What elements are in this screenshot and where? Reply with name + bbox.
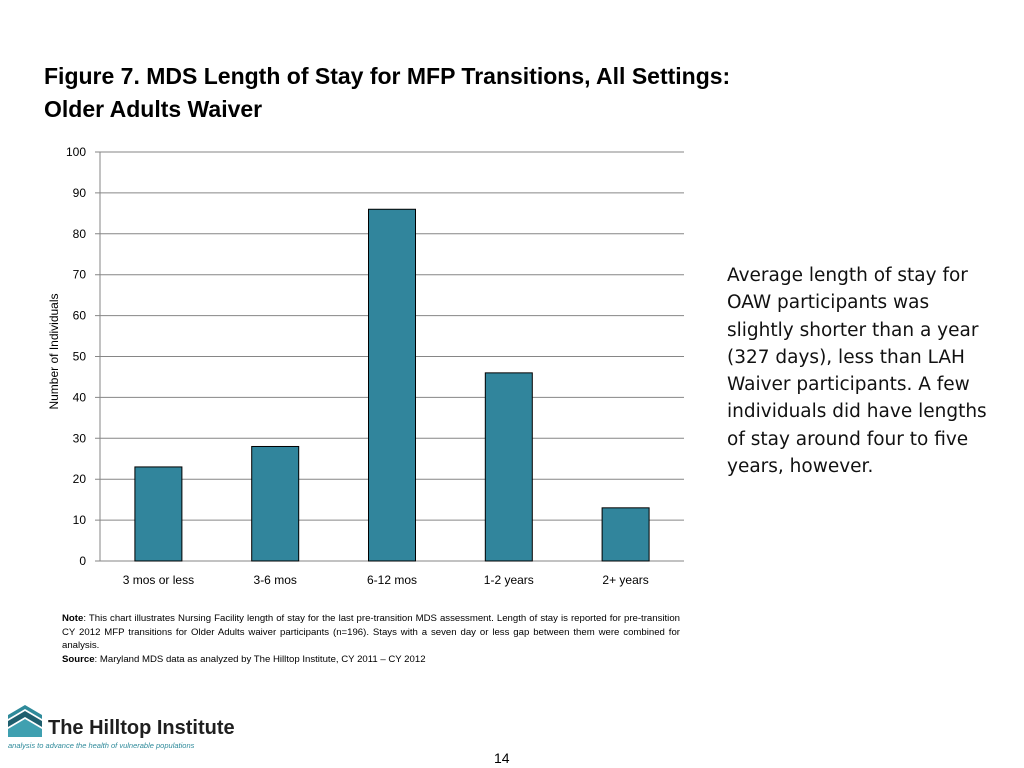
x-tick-label: 1-2 years [484,573,534,587]
y-tick-label: 0 [79,554,86,568]
figure-title-line-1: Figure 7. MDS Length of Stay for MFP Tra… [44,63,731,89]
bar [251,445,300,562]
figure-title-line-2: Older Adults Waiver [44,96,263,122]
y-tick-label: 30 [73,431,87,445]
bar [134,466,183,562]
source-paragraph: Source: Maryland MDS data as analyzed by… [62,653,680,667]
y-tick-label: 80 [73,227,87,241]
x-tick-label: 2+ years [602,573,648,587]
hilltop-mountain-icon [8,705,42,737]
logo-name: The Hilltop Institute [48,717,235,739]
y-tick-label: 50 [73,350,87,364]
y-tick-label: 60 [73,309,87,323]
note-label: Note [62,613,84,624]
y-tick-label: 10 [73,513,87,527]
source-label: Source [62,653,95,665]
y-tick-label: 20 [73,472,87,486]
chart-note: Note: This chart illustrates Nursing Fac… [62,612,680,666]
page-number: 14 [494,750,510,766]
y-tick-label: 40 [73,390,87,404]
bar [484,372,533,562]
source-text: : Maryland MDS data as analyzed by The H… [94,653,426,665]
y-tick-label: 90 [73,186,87,200]
bar [601,507,650,562]
note-text: : This chart illustrates Nursing Facilit… [62,613,680,651]
y-tick-label: 70 [73,268,87,282]
bar [368,208,416,562]
x-tick-label: 3 mos or less [123,573,194,587]
bar-chart: 0 10 20 30 40 50 60 70 80 90 100 3 mos or less 3-6 … [47,145,684,587]
summary-text: Average length of stay for OAW participa… [727,265,987,478]
x-tick-label: 6-12 mos [367,573,417,587]
y-tick-labels: 0 10 20 30 40 50 60 70 80 90 100 [66,145,86,568]
y-tick-label: 100 [66,145,86,159]
note-paragraph: Note: This chart illustrates Nursing Fac… [62,612,680,653]
logo-tagline: analysis to advance the health of vulner… [8,741,195,750]
figure-title: Figure 7. MDS Length of Stay for MFP Tra… [44,60,804,126]
y-axis-label: Number of Individuals [47,293,61,409]
x-tick-label: 3-6 mos [254,573,297,587]
chart-bars [134,208,650,562]
hilltop-logo: The Hilltop Institute analysis to advanc… [8,703,248,753]
x-tick-labels: 3 mos or less 3-6 mos 6-12 mos 1-2 years 2+ … [123,573,649,587]
